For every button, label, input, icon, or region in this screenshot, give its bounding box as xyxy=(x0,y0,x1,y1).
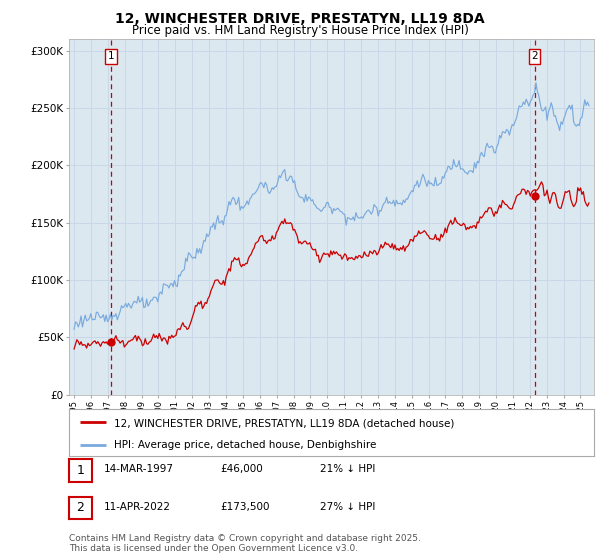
Text: £173,500: £173,500 xyxy=(221,502,270,512)
Text: 1: 1 xyxy=(108,52,115,62)
Text: 1: 1 xyxy=(76,464,85,477)
Text: 2: 2 xyxy=(76,501,85,515)
Text: HPI: Average price, detached house, Denbighshire: HPI: Average price, detached house, Denb… xyxy=(113,441,376,450)
Text: 14-MAR-1997: 14-MAR-1997 xyxy=(104,464,174,474)
Text: 2: 2 xyxy=(531,52,538,62)
Text: 12, WINCHESTER DRIVE, PRESTATYN, LL19 8DA: 12, WINCHESTER DRIVE, PRESTATYN, LL19 8D… xyxy=(115,12,485,26)
Text: Contains HM Land Registry data © Crown copyright and database right 2025.
This d: Contains HM Land Registry data © Crown c… xyxy=(69,534,421,553)
Text: £46,000: £46,000 xyxy=(221,464,263,474)
Text: 27% ↓ HPI: 27% ↓ HPI xyxy=(320,502,375,512)
Text: Price paid vs. HM Land Registry's House Price Index (HPI): Price paid vs. HM Land Registry's House … xyxy=(131,24,469,37)
Text: 12, WINCHESTER DRIVE, PRESTATYN, LL19 8DA (detached house): 12, WINCHESTER DRIVE, PRESTATYN, LL19 8D… xyxy=(113,418,454,428)
Text: 21% ↓ HPI: 21% ↓ HPI xyxy=(320,464,375,474)
Text: 11-APR-2022: 11-APR-2022 xyxy=(104,502,171,512)
